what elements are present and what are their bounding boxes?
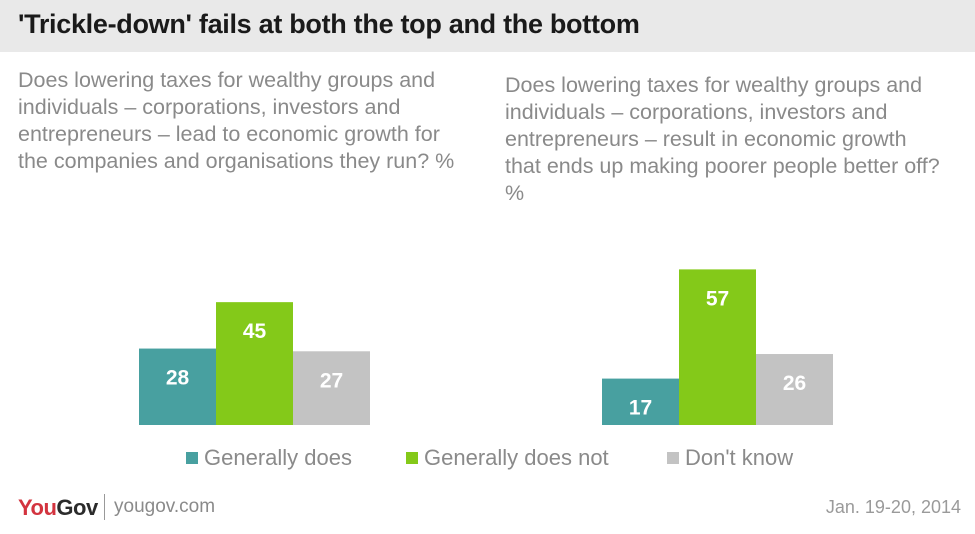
bar-label: 28 (166, 367, 190, 390)
bar-label: 17 (629, 397, 652, 420)
yougov-logo: YouGov (18, 495, 98, 520)
legend-item-generally-does-not: Generally does not (406, 445, 609, 471)
bar-label: 27 (320, 369, 343, 392)
bar-label: 26 (783, 372, 806, 395)
legend-label: Generally does (204, 445, 352, 470)
footer-date: Jan. 19-20, 2014 (825, 497, 961, 517)
bar-2-generally-does (602, 378, 679, 425)
legend-swatch (406, 452, 418, 464)
legend-label: Don't know (685, 445, 794, 470)
bar-charts: 28 45 27 17 57 26 (139, 269, 833, 425)
legend-item-generally-does: Generally does (186, 445, 352, 471)
bar-1-don-t-know (293, 351, 370, 425)
legend-swatch (667, 452, 679, 464)
legend-swatch (186, 452, 198, 464)
bar-2-don-t-know (756, 354, 833, 425)
bar-label: 57 (706, 287, 729, 310)
legend: Generally does Generally does not Don't … (0, 445, 975, 473)
legend-label: Generally does not (424, 445, 609, 470)
legend-item-dont-know: Don't know (667, 445, 793, 471)
bar-1-generally-does-not (216, 302, 293, 425)
bar-2-generally-does-not (679, 269, 756, 425)
bar-1-generally-does (139, 348, 216, 425)
bar-label: 45 (243, 320, 267, 343)
question-left: Does lowering taxes for wealthy groups a… (18, 68, 455, 173)
title-bar: 'Trickle-down' fails at both the top and… (0, 0, 975, 52)
footer-url: yougov.com (114, 496, 216, 517)
question-right: Does lowering taxes for wealthy groups a… (505, 73, 940, 205)
chart-title: 'Trickle-down' fails at both the top and… (18, 9, 640, 39)
footer-divider (104, 494, 105, 520)
